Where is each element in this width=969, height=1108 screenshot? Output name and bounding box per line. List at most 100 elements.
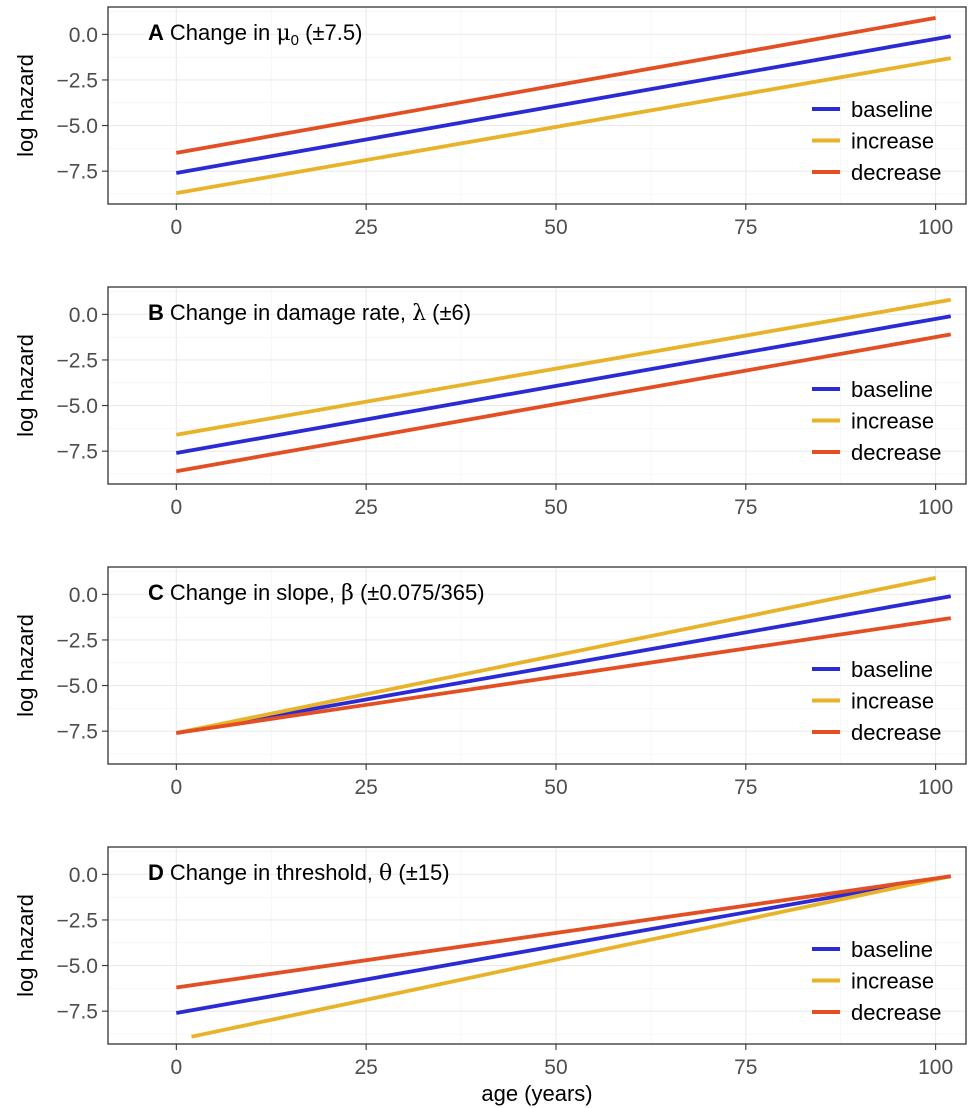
y-tick-label: 0.0 [69, 304, 98, 327]
y-axis-title: log hazard [13, 334, 38, 437]
series-line-decrease [175, 332, 952, 474]
x-tick-label: 0 [170, 776, 182, 799]
series-lines [175, 297, 952, 474]
x-tick-label: 75 [734, 496, 757, 519]
y-tick-label: −7.5 [57, 441, 98, 464]
legend-label-baseline: baseline [851, 97, 933, 122]
legend-label-decrease: decrease [851, 440, 942, 465]
x-tick-label: 100 [918, 776, 953, 799]
x-tick-label: 25 [354, 1056, 377, 1079]
y-tick-label: −2.5 [57, 629, 98, 652]
y-tick-label: −7.5 [57, 1001, 98, 1024]
panel-letter: A [148, 20, 164, 45]
legend-label-baseline: baseline [851, 377, 933, 402]
x-tick-label: 75 [734, 776, 757, 799]
y-tick-label: 0.0 [69, 864, 98, 887]
parameter-symbol: β [341, 581, 354, 606]
y-axis-title: log hazard [13, 614, 38, 717]
series-line-decrease [176, 616, 952, 735]
y-tick-label: 0.0 [69, 584, 98, 607]
x-tick-label: 50 [544, 216, 567, 239]
plot-border [107, 6, 967, 205]
panel-letter: B [148, 300, 164, 325]
panel-title-suffix: (±0.075/365) [354, 580, 485, 605]
legend-label-increase: increase [851, 969, 934, 994]
legend-label-baseline: baseline [851, 937, 933, 962]
panel-title: B Change in damage rate, λ (±6) [148, 300, 471, 326]
panel-title: D Change in threshold, θ (±15) [148, 860, 450, 886]
legend-label-increase: increase [851, 409, 934, 434]
panel-title: A Change in μ0 (±7.5) [148, 20, 362, 49]
panel-title-suffix: (±6) [426, 300, 471, 325]
x-tick-label: 100 [918, 496, 953, 519]
parameter-symbol: μ [276, 21, 290, 46]
panel-title-suffix: (±15) [392, 860, 449, 885]
gridlines [108, 7, 966, 204]
x-tick-label: 0 [170, 216, 182, 239]
legend-label-increase: increase [851, 129, 934, 154]
legend-label-decrease: decrease [851, 1000, 942, 1025]
parameter-symbol: λ [412, 301, 426, 326]
panel-title-suffix: (±7.5) [299, 20, 362, 45]
series-line-baseline [175, 874, 952, 1015]
x-tick-label: 50 [544, 776, 567, 799]
plot-border [107, 846, 967, 1045]
y-tick-label: −2.5 [57, 909, 98, 932]
y-tick-label: −5.0 [57, 395, 98, 418]
legend: baseline increase decrease [812, 937, 942, 1025]
series-lines [175, 874, 952, 1039]
series-line-baseline [175, 594, 952, 735]
y-tick-label: −7.5 [57, 161, 98, 184]
series-line-baseline [175, 34, 952, 175]
panel-c: 0 25 50 75 100 0.0 −2.5 −5.0 −7.5 log hazard C Chan… [13, 566, 967, 799]
x-tick-label: 0 [170, 496, 182, 519]
x-tick-label: 100 [918, 1056, 953, 1079]
legend-label-baseline: baseline [851, 657, 933, 682]
x-tick-label: 75 [734, 1056, 757, 1079]
y-tick-label: −5.0 [57, 955, 98, 978]
y-tick-label: −2.5 [57, 349, 98, 372]
y-tick-label: −5.0 [57, 675, 98, 698]
plot-border [107, 566, 967, 765]
plot-border [107, 286, 967, 485]
x-tick-label: 50 [544, 1056, 567, 1079]
y-tick-label: −5.0 [57, 115, 98, 138]
panel-title-text: Change in threshold, [170, 860, 379, 885]
x-tick-label: 0 [170, 1056, 182, 1079]
parameter-subscript: 0 [291, 32, 299, 49]
x-tick-label: 75 [734, 216, 757, 239]
series-lines [175, 576, 952, 735]
legend: baseline increase decrease [812, 657, 942, 745]
y-axis-title: log hazard [13, 54, 38, 157]
parameter-symbol: θ [379, 861, 392, 886]
y-tick-label: −2.5 [57, 69, 98, 92]
y-axis-title: log hazard [13, 894, 38, 997]
panel-title-text: Change in slope, [170, 580, 341, 605]
series-line-increase [175, 56, 952, 195]
series-line-decrease [175, 16, 936, 155]
x-tick-label: 100 [918, 216, 953, 239]
panel-title-text: Change in [170, 20, 276, 45]
panel-letter: D [148, 860, 164, 885]
series-lines [175, 16, 952, 195]
panel-a: 0 25 50 75 100 0.0 −2.5 −5.0 −7.5 log hazard A Chan… [13, 6, 967, 239]
x-tick-label: 25 [354, 496, 377, 519]
panel-letter: C [148, 580, 164, 605]
legend-label-decrease: decrease [851, 160, 942, 185]
series-line-increase [175, 297, 952, 437]
x-axis-title: age (years) [481, 1081, 592, 1106]
legend-label-increase: increase [851, 689, 934, 714]
panel-d: 0 25 50 75 100 0.0 −2.5 −5.0 −7.5 log hazard age (… [13, 846, 967, 1106]
series-line-increase [175, 576, 936, 735]
series-line-decrease [176, 874, 952, 990]
x-tick-label: 25 [354, 216, 377, 239]
x-tick-label: 25 [354, 776, 377, 799]
x-tick-label: 50 [544, 496, 567, 519]
legend: baseline increase decrease [812, 97, 942, 185]
panel-title-text: Change in damage rate, [170, 300, 412, 325]
legend-label-decrease: decrease [851, 720, 942, 745]
legend: baseline increase decrease [812, 377, 942, 465]
series-line-increase [191, 874, 952, 1039]
panel-b: 0 25 50 75 100 0.0 −2.5 −5.0 −7.5 log hazard B Chan… [13, 286, 967, 519]
